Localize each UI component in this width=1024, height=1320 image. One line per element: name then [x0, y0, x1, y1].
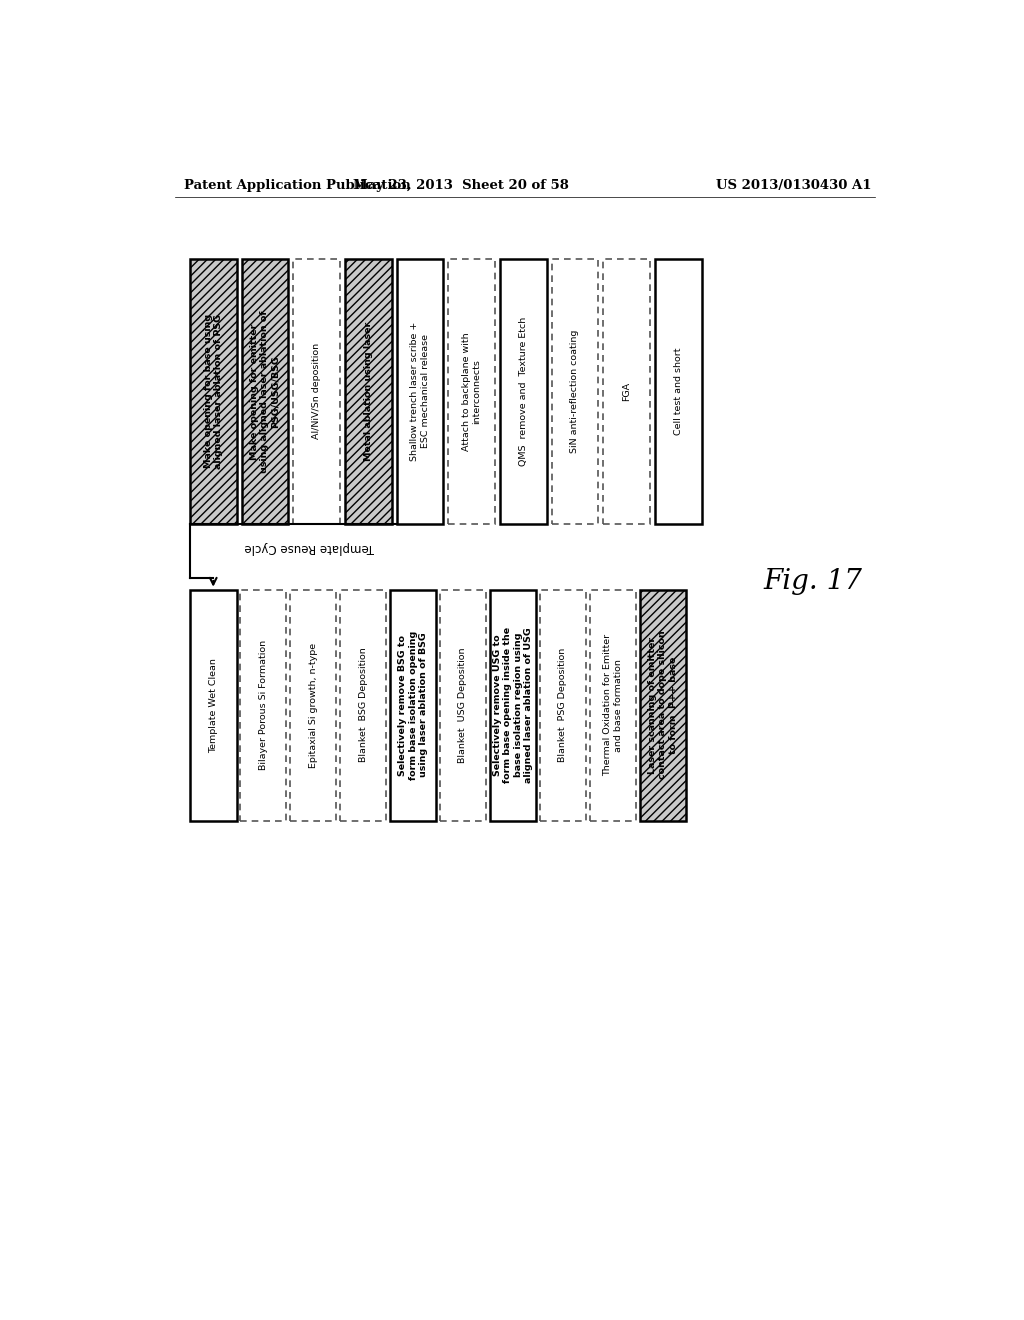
- Text: Bilayer Porous Si Formation: Bilayer Porous Si Formation: [259, 640, 267, 770]
- Text: US 2013/0130430 A1: US 2013/0130430 A1: [717, 178, 872, 191]
- Text: Patent Application Publication: Patent Application Publication: [183, 178, 411, 191]
- Text: Metal ablation using laser: Metal ablation using laser: [364, 322, 373, 461]
- Text: Blanket  PSG Deposition: Blanket PSG Deposition: [558, 648, 567, 762]
- Bar: [655, 259, 701, 524]
- Text: Blanket  USG Deposition: Blanket USG Deposition: [459, 647, 468, 763]
- Text: Shallow trench laser scribe +
ESC mechanical release: Shallow trench laser scribe + ESC mechan…: [411, 322, 430, 461]
- Text: Make opening for emitter
using aligned laser ablation of
PSG/USG/BSG: Make opening for emitter using aligned l…: [250, 310, 280, 473]
- Text: Attach to backplane with
interconnects: Attach to backplane with interconnects: [462, 333, 481, 450]
- Bar: [640, 590, 686, 821]
- Bar: [439, 590, 486, 821]
- Text: Thermal Oxidation for Emitter
and base formation: Thermal Oxidation for Emitter and base f…: [603, 634, 623, 776]
- Bar: [340, 590, 386, 821]
- Text: Al/NiV/Sn deposition: Al/NiV/Sn deposition: [312, 343, 322, 440]
- Text: Fig. 17: Fig. 17: [764, 569, 862, 595]
- Bar: [396, 259, 443, 524]
- Bar: [190, 590, 237, 821]
- Text: QMS  remove and  Texture Etch: QMS remove and Texture Etch: [519, 317, 527, 466]
- Bar: [489, 590, 537, 821]
- Bar: [190, 259, 237, 524]
- Bar: [290, 590, 337, 821]
- Bar: [345, 259, 391, 524]
- Text: Blanket  BSG Deposition: Blanket BSG Deposition: [358, 648, 368, 763]
- Text: Template Reuse Cycle: Template Reuse Cycle: [244, 541, 374, 554]
- Bar: [500, 259, 547, 524]
- Text: Laser scanning of emitter
contact area to dope silicon
to form  P++ base: Laser scanning of emitter contact area t…: [648, 631, 678, 780]
- Text: Template Wet Clean: Template Wet Clean: [209, 657, 218, 752]
- Text: Cell test and short: Cell test and short: [674, 347, 683, 436]
- Bar: [449, 259, 495, 524]
- Bar: [552, 259, 598, 524]
- Bar: [242, 259, 288, 524]
- Bar: [540, 590, 586, 821]
- Bar: [390, 590, 436, 821]
- Bar: [590, 590, 636, 821]
- Text: SiN anti-reflection coating: SiN anti-reflection coating: [570, 330, 580, 453]
- Text: Make opening for base using
aligned laser ablation of PSG: Make opening for base using aligned lase…: [204, 314, 223, 469]
- Text: May 23, 2013  Sheet 20 of 58: May 23, 2013 Sheet 20 of 58: [353, 178, 569, 191]
- Text: Selectively remove BSG to
form base isolation opening
using laser ablation of BS: Selectively remove BSG to form base isol…: [398, 631, 428, 780]
- Text: Selectively remove USG to
form base opening inside the
base isolation region usi: Selectively remove USG to form base open…: [493, 627, 534, 783]
- Bar: [603, 259, 650, 524]
- Bar: [293, 259, 340, 524]
- Bar: [240, 590, 287, 821]
- Text: FGA: FGA: [623, 381, 631, 401]
- Text: Epitaxial Si growth, n-type: Epitaxial Si growth, n-type: [308, 643, 317, 768]
